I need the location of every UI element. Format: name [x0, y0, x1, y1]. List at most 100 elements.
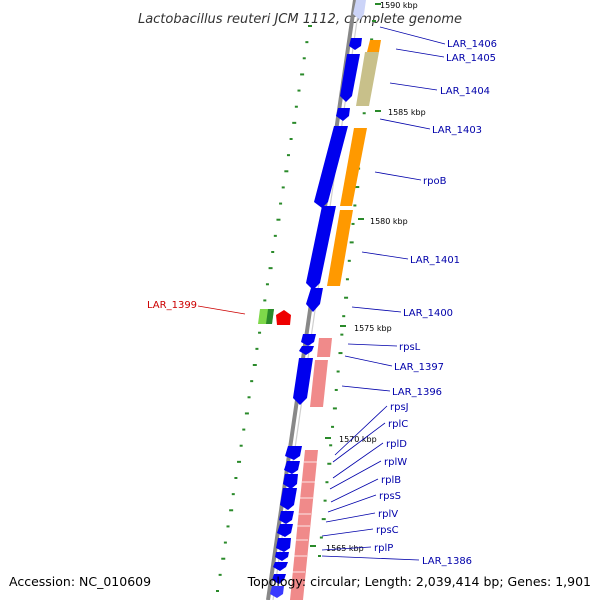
gene-label-lar1404[interactable]: LAR_1404 [440, 86, 490, 97]
gc-dot [321, 518, 326, 521]
gc-dot [318, 555, 321, 557]
gene-label-rplv[interactable]: rplV [378, 509, 398, 520]
gene-block[interactable] [306, 288, 323, 312]
kbp-label: 1585 kbp [388, 108, 426, 117]
gene-label-lar1403[interactable]: LAR_1403 [432, 125, 482, 136]
kbp-label: 1570 kbp [339, 435, 377, 444]
gc-dot [258, 331, 262, 334]
gc-dot [289, 138, 293, 140]
highlight-feature-lar1399[interactable] [258, 309, 291, 325]
map-title: Lactobacillus reuteri JCM 1112, complete… [138, 12, 462, 27]
gc-dot [336, 370, 340, 373]
gc-dot [221, 557, 226, 560]
gc-dot [300, 73, 305, 76]
gc-dot [302, 57, 306, 60]
gc-dot [223, 541, 227, 544]
gene-block[interactable] [336, 108, 350, 121]
gene-block[interactable] [285, 446, 302, 460]
gene-label-rplc[interactable]: rplC [388, 419, 408, 430]
accession-text: Accession: NC_010609 [9, 574, 151, 589]
gc-dot [331, 425, 335, 428]
gene-block[interactable] [280, 488, 297, 510]
gene-label-rplb[interactable]: rplB [381, 475, 401, 486]
gene-label-lar1405[interactable]: LAR_1405 [446, 53, 496, 64]
gene-block[interactable] [349, 38, 362, 50]
gene-block[interactable] [301, 334, 316, 346]
gene-block[interactable] [284, 461, 300, 474]
kbp-label: 1575 kbp [354, 324, 392, 333]
gc-dot [297, 89, 301, 92]
gene-label-rpss[interactable]: rpsS [379, 491, 401, 502]
gc-dot [216, 590, 219, 592]
gene-block[interactable] [275, 552, 289, 561]
gene-block[interactable] [290, 450, 318, 600]
gene-block[interactable] [306, 206, 336, 290]
gc-dot [305, 41, 309, 44]
gene-block[interactable] [367, 40, 381, 52]
gene-label-rpob[interactable]: rpoB [423, 176, 447, 187]
gene-label-rpsl[interactable]: rpsL [399, 342, 421, 353]
gene-block[interactable] [327, 210, 353, 286]
gc-dot [338, 352, 343, 355]
gene-block[interactable] [276, 538, 291, 552]
gene-label-lar1396[interactable]: LAR_1396 [392, 387, 442, 398]
cds-track-blue [270, 0, 366, 598]
gc-dot [347, 259, 351, 262]
feature-track-pink [290, 338, 332, 600]
gene-label-lar1397[interactable]: LAR_1397 [394, 362, 444, 373]
gene-block[interactable] [272, 574, 286, 584]
gene-block[interactable] [293, 358, 313, 405]
gc-dot [319, 536, 323, 539]
gene-label-rpsj[interactable]: rpsJ [390, 402, 409, 413]
gc-dot [234, 477, 238, 479]
gc-dot [255, 347, 259, 350]
gc-dot [279, 202, 283, 205]
gene-block[interactable] [317, 338, 332, 357]
gc-skew-track [216, 20, 376, 592]
gene-label-lar1386[interactable]: LAR_1386 [422, 556, 472, 567]
gene-label-lar1399[interactable]: LAR_1399 [147, 300, 197, 311]
gene-block[interactable] [310, 360, 328, 407]
gene-label-rplp[interactable]: rplP [374, 543, 393, 554]
gene-block[interactable] [340, 54, 360, 102]
gene-block[interactable] [340, 128, 367, 206]
kbp-label: 1580 kbp [370, 217, 408, 226]
kbp-label: 1590 kbp [380, 1, 418, 10]
label-leader-red [197, 305, 246, 315]
gc-dot [325, 481, 329, 484]
gene-block[interactable] [279, 511, 294, 524]
gc-dot [226, 525, 230, 528]
gene-label-lar1406[interactable]: LAR_1406 [447, 39, 497, 50]
gc-dot [276, 218, 281, 221]
gene-block[interactable] [356, 52, 379, 106]
gene-label-rpld[interactable]: rplD [386, 439, 407, 450]
gc-dot [231, 493, 235, 496]
gene-label-lar1400[interactable]: LAR_1400 [403, 308, 453, 319]
gene-block[interactable] [314, 126, 348, 208]
gc-dot [344, 296, 349, 299]
gene-block[interactable] [283, 474, 298, 489]
gc-dot [353, 204, 357, 207]
gene-block[interactable] [277, 524, 293, 537]
gc-dot [286, 154, 290, 157]
gene-block[interactable] [273, 562, 288, 571]
gc-dot [284, 170, 289, 173]
gc-dot [292, 121, 297, 124]
gene-label-lar1401[interactable]: LAR_1401 [410, 255, 460, 266]
gc-dot [349, 241, 354, 244]
gc-dot [340, 333, 344, 336]
gene-block[interactable] [299, 346, 314, 355]
gene-block[interactable] [270, 586, 284, 598]
gc-dot [351, 222, 355, 225]
gc-dot [355, 186, 360, 189]
gene-label-rplw[interactable]: rplW [384, 457, 407, 468]
gc-dot [329, 444, 333, 447]
gc-dot [229, 509, 234, 512]
gc-dot [362, 112, 366, 115]
gene-block[interactable] [353, 0, 366, 20]
gc-dot [263, 299, 267, 302]
gene-label-rpsc[interactable]: rpsC [376, 525, 399, 536]
gc-dot [334, 388, 338, 391]
gc-dot [242, 428, 246, 431]
